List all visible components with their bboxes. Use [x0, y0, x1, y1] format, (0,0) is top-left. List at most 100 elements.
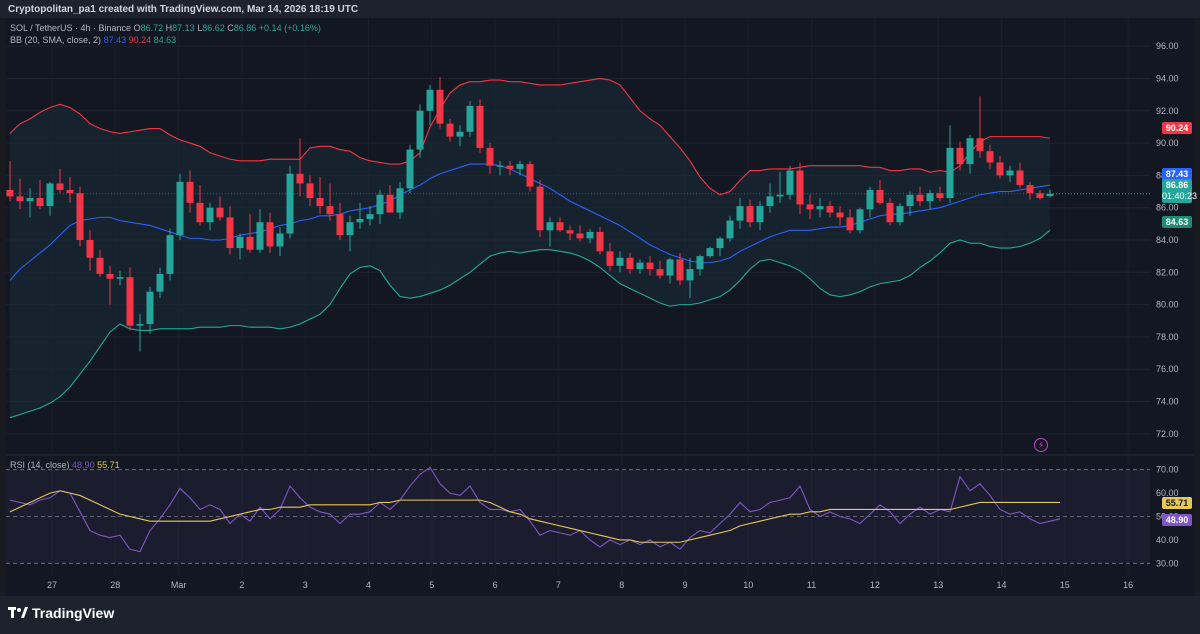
candle-body [526, 164, 534, 187]
candle-body [56, 183, 64, 190]
candle [416, 104, 424, 158]
candle-body [436, 89, 444, 124]
candle [466, 101, 474, 137]
bollinger-bands [9, 77, 1051, 419]
candle-body [476, 105, 484, 148]
candle [336, 202, 344, 240]
candle [526, 160, 534, 192]
time-tick-label: 16 [1123, 580, 1133, 590]
candle-body [666, 259, 674, 276]
candle [1036, 189, 1044, 200]
candle-body [1036, 193, 1044, 198]
candle-body [176, 181, 184, 236]
candle-body [116, 277, 124, 279]
candle-body [936, 193, 944, 198]
candle-body [866, 189, 874, 210]
candle [166, 228, 174, 281]
candle-body [546, 222, 554, 231]
open-value: 86.72 [140, 23, 164, 33]
candle-body [156, 273, 164, 292]
candle-body [296, 173, 304, 184]
candle [546, 217, 554, 247]
candle-body [46, 183, 54, 207]
candle [236, 233, 244, 260]
candle [326, 183, 334, 221]
candle-body [316, 198, 324, 207]
candle [126, 267, 134, 331]
rsi-panel [6, 466, 1150, 564]
candle-body [806, 204, 814, 210]
candle-body [716, 238, 724, 249]
time-tick-label: 9 [682, 580, 687, 590]
candle [1016, 162, 1024, 189]
candle-body [856, 209, 864, 231]
candle-body [36, 198, 44, 207]
change-value: +0.14 (+0.16%) [258, 23, 321, 33]
candle-body [396, 188, 404, 213]
candle [696, 254, 704, 276]
candle [556, 217, 564, 232]
candle [996, 156, 1004, 179]
candle-body [66, 189, 74, 194]
candle [196, 185, 204, 226]
candle-body [836, 212, 844, 218]
candle-body [966, 138, 974, 165]
candle-body [776, 194, 784, 197]
candle [276, 227, 284, 257]
candle-body [166, 235, 174, 274]
candle-body [256, 222, 264, 250]
rsi-tick-label: 60.00 [1156, 488, 1179, 498]
price-tick-label: 74.00 [1156, 397, 1179, 407]
candle-body [986, 151, 994, 163]
candle [426, 84, 434, 126]
rsi-legend: RSI (14, close) 48.90 55.71 [10, 460, 120, 470]
candle-body [556, 222, 564, 231]
candle-body [636, 262, 644, 270]
lightning-icon[interactable]: ⚡ [1034, 438, 1048, 452]
candle-body [226, 217, 234, 249]
candle [856, 207, 864, 234]
candle-body [846, 217, 854, 231]
candle [896, 202, 904, 226]
time-tick-label: 2 [239, 580, 244, 590]
candle-body [336, 214, 344, 236]
candle-body [796, 170, 804, 205]
candle-body [786, 170, 794, 195]
candle-body [1026, 185, 1034, 194]
candle-body [76, 193, 84, 240]
candle [346, 215, 354, 252]
candle [76, 186, 84, 247]
price-tick-label: 82.00 [1156, 267, 1179, 277]
candle-body [896, 206, 904, 223]
price-tick-label: 92.00 [1156, 106, 1179, 116]
candle [986, 144, 994, 169]
candle [386, 185, 394, 213]
candle-body [406, 149, 414, 189]
price-tick-label: 90.00 [1156, 138, 1179, 148]
time-tick-label: 11 [807, 580, 816, 590]
close-label: C [227, 23, 234, 33]
candle [1006, 165, 1014, 182]
candle [1046, 189, 1054, 198]
candle-body [356, 219, 364, 223]
low-value: 86.62 [202, 23, 225, 33]
candle [966, 135, 974, 174]
candle-body [416, 110, 424, 150]
candle [156, 267, 164, 299]
candle-body [1046, 193, 1054, 197]
time-tick-label: 10 [743, 580, 753, 590]
candle-body [926, 193, 934, 202]
bb-lower-value: 84.63 [153, 35, 177, 45]
candle [956, 141, 964, 171]
rsi-label: RSI (14, close) [10, 460, 70, 470]
candle [686, 257, 694, 299]
candle [306, 175, 314, 207]
chart-canvas[interactable]: 72.00 74.00 76.00 78.00 80.00 82.00 84.00 86.00… [0, 0, 1200, 596]
candle [316, 177, 324, 215]
candle [596, 227, 604, 255]
candle [496, 160, 504, 176]
bb-lower-line [9, 229, 1051, 419]
candle-body [86, 240, 94, 258]
candle-body [326, 206, 334, 215]
candle-body [946, 147, 954, 198]
